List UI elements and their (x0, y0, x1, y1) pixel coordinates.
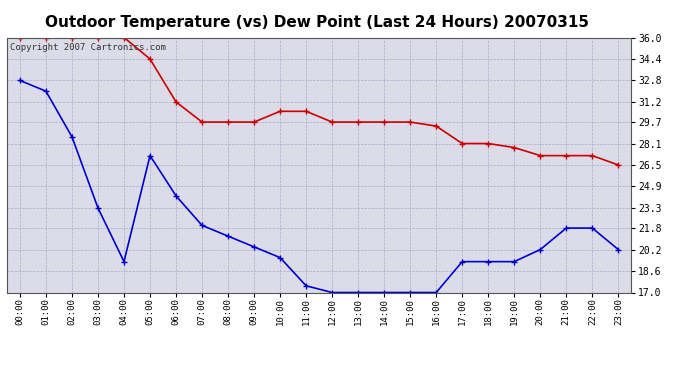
Text: Copyright 2007 Cartronics.com: Copyright 2007 Cartronics.com (10, 43, 166, 52)
Text: Outdoor Temperature (vs) Dew Point (Last 24 Hours) 20070315: Outdoor Temperature (vs) Dew Point (Last… (46, 15, 589, 30)
